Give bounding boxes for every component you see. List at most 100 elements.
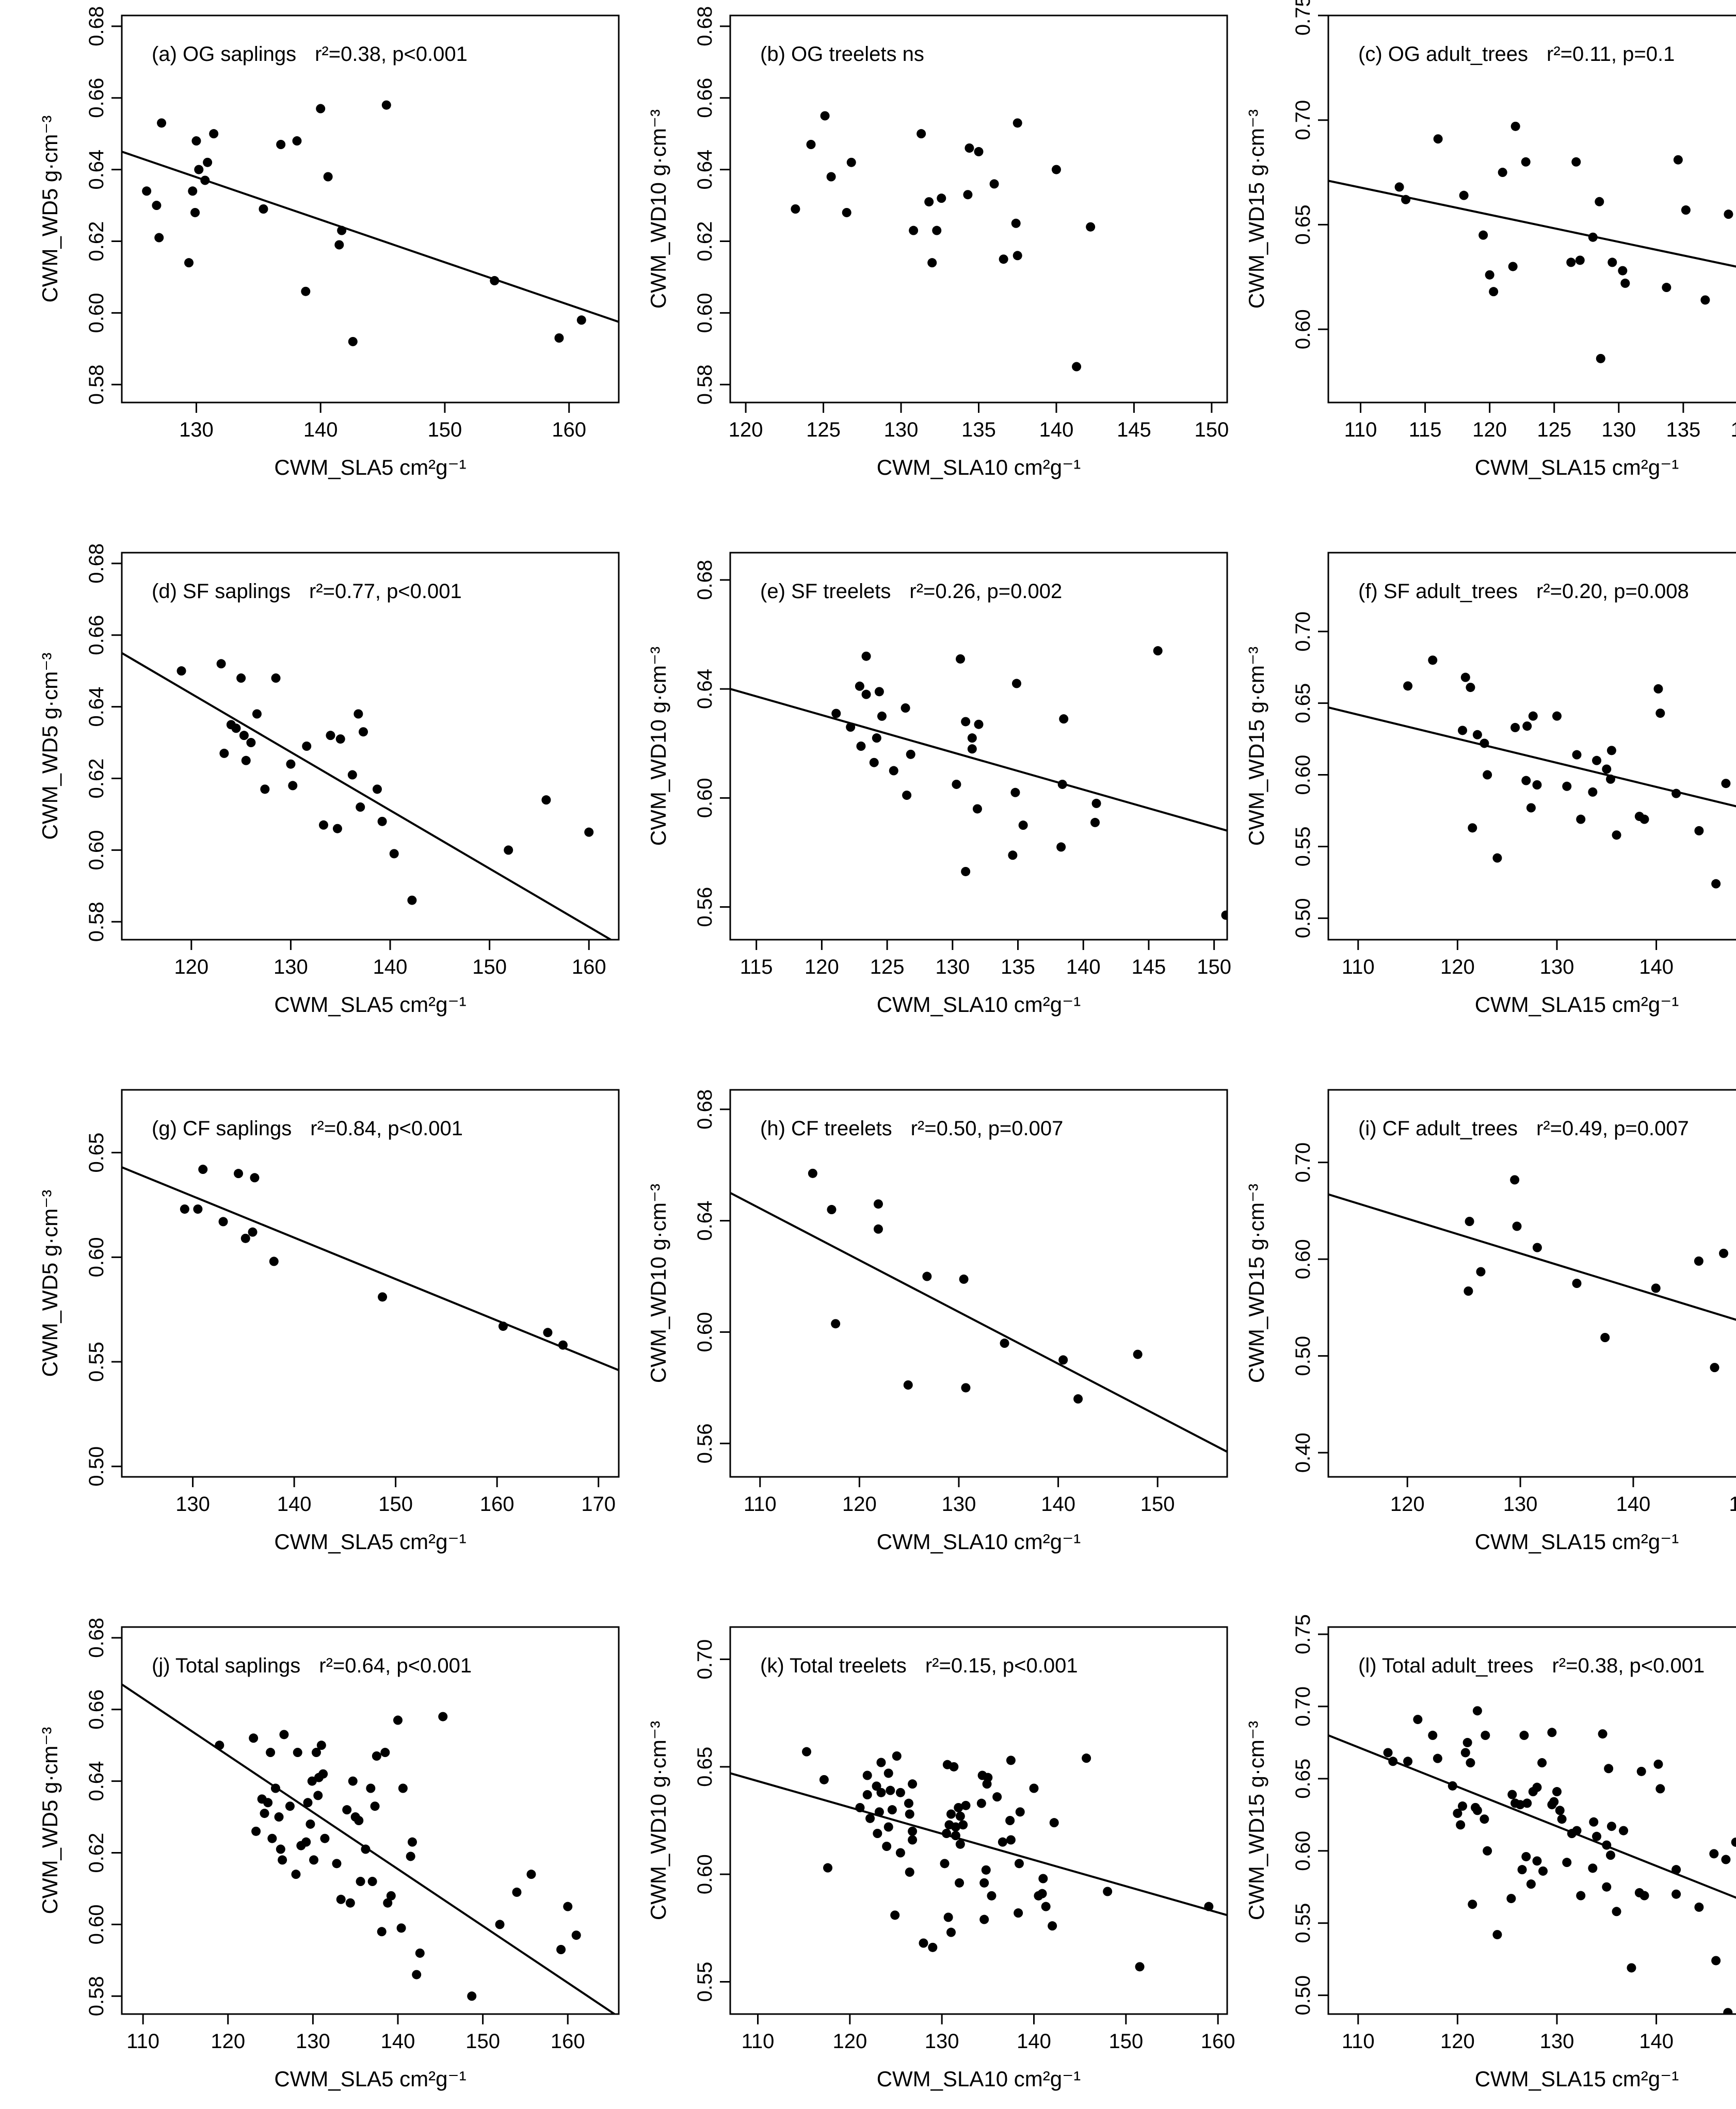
data-point	[1478, 230, 1488, 240]
y-tick-label: 0.65	[1292, 683, 1314, 723]
data-point	[1711, 1956, 1721, 1966]
data-point	[378, 1292, 388, 1302]
y-tick-label: 0.68	[694, 1089, 716, 1130]
data-point	[943, 1912, 953, 1922]
y-tick-label: 0.50	[1292, 1336, 1314, 1376]
data-point	[1694, 1902, 1704, 1912]
regression-line	[730, 1192, 1227, 1453]
y-tick-label: 0.60	[1292, 1239, 1314, 1279]
y-tick-label: 0.64	[85, 687, 108, 727]
data-point	[1510, 1175, 1520, 1185]
data-point	[383, 1898, 393, 1908]
data-point	[1721, 1855, 1731, 1864]
data-point	[266, 1748, 276, 1758]
x-tick-label: 130	[274, 956, 308, 978]
data-point	[951, 1822, 960, 1832]
y-tick-label: 0.60	[85, 1237, 108, 1277]
data-point	[932, 226, 942, 235]
panel-stat: r²=0.11, p=0.1	[1547, 43, 1675, 66]
data-point	[1459, 190, 1469, 200]
data-point	[1468, 823, 1477, 833]
data-point	[856, 742, 866, 751]
data-point	[1552, 711, 1562, 721]
x-tick-label: 130	[1540, 956, 1574, 978]
y-axis-label: CWM_WD15 g·cm⁻³	[1244, 1721, 1268, 1920]
data-point	[354, 1816, 364, 1825]
panel-stat: r²=0.38, p<0.001	[1552, 1654, 1705, 1677]
data-point	[291, 1870, 301, 1879]
data-point	[1456, 1820, 1466, 1830]
data-point	[1041, 1902, 1051, 1911]
data-point	[274, 1812, 284, 1822]
data-point	[1719, 1248, 1729, 1258]
data-point	[1653, 1759, 1663, 1769]
data-point	[873, 1199, 883, 1209]
data-point	[979, 1878, 989, 1888]
data-point	[251, 1826, 261, 1836]
data-point	[1710, 1363, 1719, 1373]
x-axis-label: CWM_SLA5 cm²g⁻¹	[274, 992, 466, 1017]
panel-9: 110 120 130 140 150 160 0.58 0.60 0.62 0.64 0.66 0.…	[38, 1618, 620, 2091]
data-point	[967, 744, 977, 754]
data-point	[892, 1751, 902, 1761]
plot-frame	[729, 1626, 1228, 2015]
x-tick-label: 110	[1342, 956, 1375, 978]
data-point	[895, 1788, 905, 1797]
data-point	[498, 1322, 508, 1331]
data-point	[1458, 726, 1468, 735]
y-tick-label: 0.56	[694, 887, 716, 927]
x-tick-label: 140	[1039, 418, 1074, 441]
plot-area	[1328, 1175, 1736, 1373]
x-tick-label: 120	[842, 1493, 877, 1516]
x-axis-label: CWM_SLA5 cm²g⁻¹	[274, 455, 466, 479]
data-point	[303, 1798, 313, 1808]
panel-label: (j) Total saplings	[152, 1654, 300, 1677]
data-point	[1015, 1807, 1025, 1817]
x-tick-label: 110	[1342, 2030, 1375, 2053]
data-point	[393, 1715, 403, 1725]
data-point	[250, 1173, 260, 1183]
data-point	[267, 1833, 277, 1843]
data-point	[961, 1800, 971, 1810]
data-point	[998, 1837, 1007, 1847]
y-axis-label: CWM_WD15 g·cm⁻³	[1244, 647, 1268, 846]
panel-label: (k) Total treelets	[760, 1654, 907, 1677]
data-point	[332, 1859, 342, 1869]
data-point	[180, 1204, 189, 1214]
data-point	[940, 1859, 950, 1869]
y-tick-label: 0.68	[694, 6, 716, 46]
plot-area	[1328, 655, 1736, 889]
data-point	[1428, 655, 1438, 665]
regression-line	[730, 688, 1227, 832]
data-point	[819, 1775, 829, 1784]
data-point	[1532, 1856, 1542, 1866]
data-point	[963, 190, 973, 200]
data-point	[1480, 738, 1489, 748]
data-point	[872, 733, 881, 743]
data-point	[942, 1829, 952, 1838]
data-point	[983, 1773, 993, 1782]
x-tick-label: 130	[175, 1493, 210, 1516]
data-point	[1428, 1730, 1438, 1740]
y-tick-label: 0.58	[85, 364, 108, 405]
data-point	[869, 758, 879, 767]
data-point	[1555, 1806, 1565, 1815]
x-axis-label: CWM_SLA10 cm²g⁻¹	[877, 455, 1081, 479]
data-point	[802, 1747, 812, 1757]
data-point	[311, 1748, 321, 1758]
x-tick-label: 120	[174, 956, 208, 978]
data-point	[889, 766, 898, 776]
panel-label: (l) Total adult_trees	[1358, 1654, 1533, 1677]
data-point	[999, 254, 1008, 264]
data-point	[1460, 1748, 1470, 1758]
data-point	[1605, 1850, 1615, 1860]
data-point	[861, 689, 871, 699]
data-point	[396, 1923, 406, 1933]
data-point	[1508, 262, 1518, 271]
panel-stat: r²=0.49, p=0.007	[1536, 1117, 1689, 1140]
data-point	[1612, 830, 1621, 840]
data-point	[917, 129, 926, 139]
regression-line	[1328, 1734, 1736, 1899]
y-axis-label: CWM_WD5 g·cm⁻³	[38, 653, 62, 840]
y-tick-label: 0.50	[1292, 898, 1314, 938]
